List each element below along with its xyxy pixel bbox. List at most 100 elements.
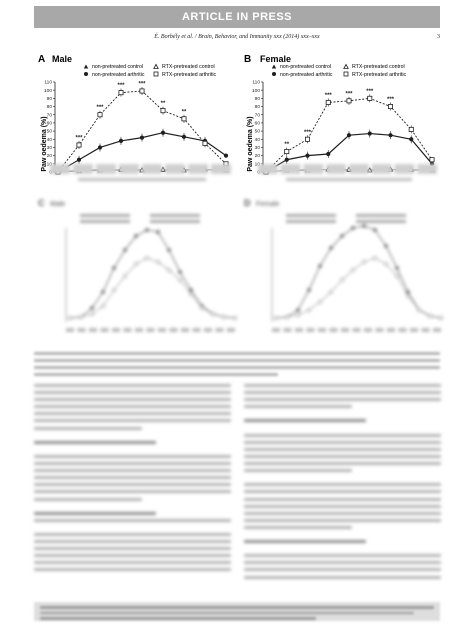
blurred-block xyxy=(341,328,349,332)
blurred-block xyxy=(352,328,361,332)
blurred-block xyxy=(96,164,116,174)
blurred-block xyxy=(158,328,166,332)
legend-b-rpc-marker xyxy=(343,63,349,69)
legend-a: non-pretreated control non-pretreated ar… xyxy=(83,63,217,78)
blurred-point xyxy=(155,259,161,265)
data-point xyxy=(408,126,414,132)
chart-male-paw-oedema: A Male Paw oedema (%) non-pretreated con… xyxy=(38,54,231,181)
y-tick-label: 100 xyxy=(44,88,52,94)
panel-b-letter: B xyxy=(244,54,251,65)
blurred-block xyxy=(204,328,212,332)
blurred-point xyxy=(383,243,389,249)
blurred-point xyxy=(67,315,73,321)
blurred-block xyxy=(417,164,437,174)
blurred-block xyxy=(50,164,70,174)
legend-b-rpa: RTX-pretreated arthritic xyxy=(352,72,407,78)
blurred-point xyxy=(188,287,194,293)
y-tick-label: 30 xyxy=(47,145,53,151)
data-point xyxy=(118,90,124,96)
legend-a-npa: non-pretreated arthritic xyxy=(92,72,145,78)
page-number: 3 xyxy=(437,34,440,40)
y-tick-label: 90 xyxy=(47,96,53,102)
blurred-series xyxy=(275,257,442,319)
blurred-legend-entry xyxy=(286,214,336,217)
significance-marker: *** xyxy=(345,91,353,97)
legend-b-npc: non-pretreated control xyxy=(280,64,331,70)
plot-B: 0102030405060708090100110***************… xyxy=(252,80,437,181)
data-point xyxy=(367,95,373,101)
blurred-block xyxy=(295,328,303,332)
y-tick-label: 110 xyxy=(44,80,52,86)
data-point xyxy=(346,98,352,104)
blurred-point xyxy=(328,289,334,295)
blurred-point xyxy=(328,245,334,251)
data-point xyxy=(181,134,187,139)
blurred-block xyxy=(227,328,235,332)
significance-marker: *** xyxy=(96,105,104,111)
blurred-block xyxy=(146,328,155,332)
y-tick-label: 50 xyxy=(255,129,261,135)
legend-b-rpa-marker xyxy=(343,71,349,77)
blurred-point xyxy=(339,277,345,283)
blurred-point xyxy=(210,311,216,317)
data-point xyxy=(409,137,414,142)
blurred-block xyxy=(371,164,392,174)
blurred-panels-c-d: C Male D Female xyxy=(38,198,444,332)
y-tick-label: 70 xyxy=(255,112,261,118)
data-point xyxy=(326,151,331,157)
blurred-point xyxy=(427,313,433,319)
blurred-point xyxy=(438,315,444,321)
blurred-series xyxy=(69,257,236,319)
legend-b-rpc: RTX-pretreated control xyxy=(352,64,405,70)
blurred-block xyxy=(272,328,280,332)
y-tick-label: 110 xyxy=(252,80,260,86)
data-point xyxy=(97,112,103,118)
figure-caption xyxy=(34,352,440,378)
y-tick-label: 80 xyxy=(47,104,53,110)
blurred-point xyxy=(295,312,301,318)
blurred-block xyxy=(286,178,412,181)
blurred-block xyxy=(306,328,315,332)
blurred-point xyxy=(339,233,345,239)
data-point xyxy=(325,99,331,105)
blurred-point xyxy=(100,303,106,309)
blurred-block xyxy=(394,164,415,174)
blurred-block xyxy=(375,328,384,332)
panel-a-title: Male xyxy=(52,54,72,64)
legend-a-npc: non-pretreated control xyxy=(92,64,143,70)
panel-d-letter: D xyxy=(244,198,251,208)
data-point xyxy=(284,149,290,155)
running-header: É. Borbély et al. / Brain, Behavior, and… xyxy=(34,34,440,44)
blurred-panel xyxy=(271,214,444,332)
blurred-block xyxy=(100,328,109,332)
x-axis-blurred xyxy=(50,164,231,181)
blurred-block xyxy=(303,164,324,174)
blurred-point xyxy=(133,233,139,239)
significance-marker: ** xyxy=(161,101,166,107)
blurred-block xyxy=(165,164,185,174)
data-point xyxy=(97,145,103,150)
legend-b-npa: non-pretreated arthritic xyxy=(280,72,333,78)
blurred-block xyxy=(211,164,231,174)
panel-b-title: Female xyxy=(260,54,291,64)
blurred-point xyxy=(89,311,95,317)
y-tick-label: 100 xyxy=(252,88,260,94)
blurred-point xyxy=(144,227,150,233)
body-text-right-column xyxy=(244,384,441,594)
blurred-block xyxy=(318,328,326,332)
data-point xyxy=(367,131,372,136)
y-axis-label-b: Paw oedema (%) xyxy=(247,116,254,171)
body-text-left-column xyxy=(34,384,231,594)
data-point xyxy=(387,104,393,110)
significance-marker: *** xyxy=(366,89,374,95)
plot-A: 0102030405060708090100110***************… xyxy=(44,80,231,181)
blurred-point xyxy=(372,227,378,233)
blurred-block xyxy=(169,328,178,332)
blurred-point xyxy=(306,307,312,313)
blurred-block xyxy=(364,328,372,332)
blurred-block xyxy=(258,164,278,174)
data-point xyxy=(160,130,166,135)
blurred-point xyxy=(394,273,400,279)
blurred-point xyxy=(166,267,172,273)
y-tick-label: 10 xyxy=(47,161,53,167)
